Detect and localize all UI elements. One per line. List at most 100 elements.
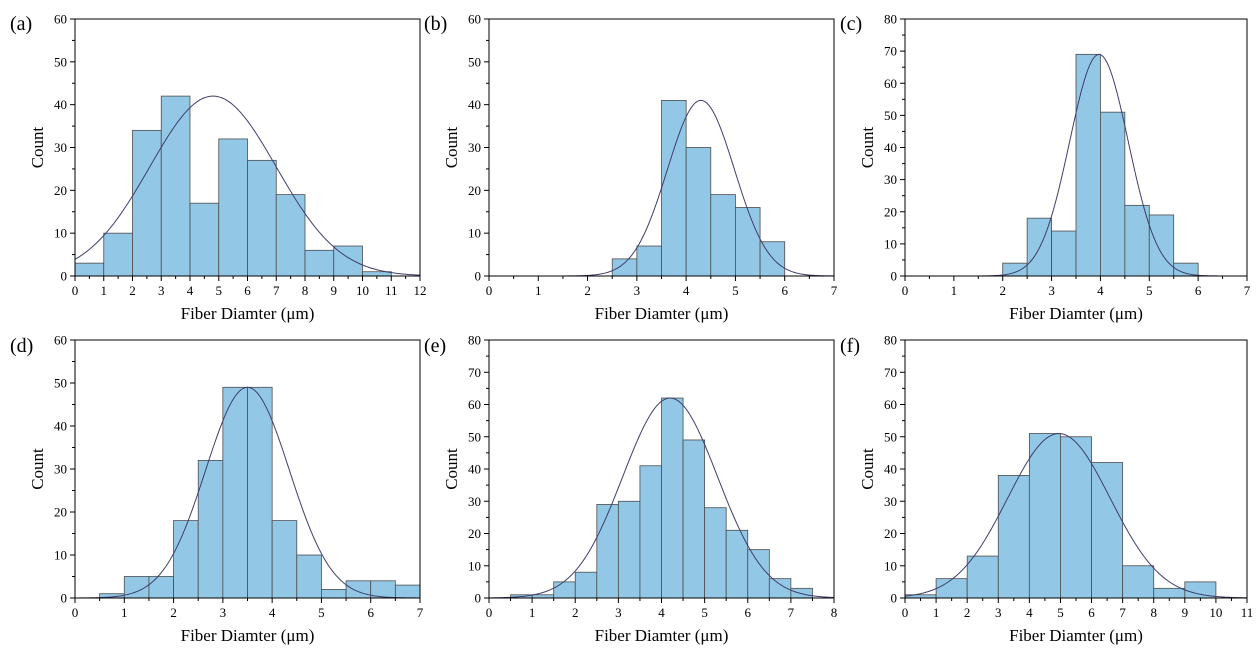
x-tick-label: 10 — [1209, 605, 1222, 620]
x-tick-label: 7 — [273, 283, 280, 298]
x-tick-label: 4 — [269, 605, 276, 620]
x-axis-title: Fiber Diamter (μm) — [1009, 626, 1143, 645]
x-axis-title: Fiber Diamter (μm) — [595, 304, 729, 323]
x-tick-label: 3 — [220, 605, 227, 620]
y-tick-label: 10 — [54, 226, 67, 241]
x-axis-title: Fiber Diamter (μm) — [595, 626, 729, 645]
chart-panel: 0 1 2 3 4 5 6 7 8 9 10 11 0 10 20 30 40 50 60 70 80 Fiber Dia… — [840, 333, 1253, 646]
x-tick-label: 4 — [683, 283, 690, 298]
histogram-bar — [735, 207, 761, 277]
histogram-bar — [617, 500, 641, 599]
y-tick-label: 60 — [884, 397, 897, 412]
y-axis-title: Count — [858, 448, 877, 490]
y-tick-label: 20 — [884, 526, 897, 541]
y-tick-label: 70 — [884, 365, 897, 380]
x-tick-label: 8 — [1150, 605, 1157, 620]
y-tick-label: 80 — [468, 333, 481, 348]
x-tick-label: 2 — [170, 605, 177, 620]
x-tick-label: 9 — [331, 283, 338, 298]
y-tick-label: 40 — [468, 462, 481, 477]
histogram-bar — [222, 386, 248, 599]
y-tick-label: 30 — [468, 140, 481, 155]
x-tick-label: 0 — [72, 605, 79, 620]
y-tick-label: 70 — [468, 365, 481, 380]
x-tick-label: 7 — [417, 605, 424, 620]
x-tick-label: 4 — [1026, 605, 1033, 620]
y-tick-label: 50 — [884, 429, 897, 444]
x-tick-label: 1 — [535, 283, 542, 298]
histogram-bar — [304, 249, 335, 277]
y-tick-label: 10 — [468, 226, 481, 241]
histogram-bar — [636, 245, 662, 277]
x-tick-label: 0 — [486, 605, 493, 620]
y-tick-label: 0 — [475, 591, 482, 606]
histogram-bar — [935, 578, 968, 599]
x-tick-label: 2 — [572, 605, 579, 620]
histogram-bar — [1124, 204, 1150, 277]
x-tick-label: 2 — [999, 283, 1006, 298]
y-tick-label: 10 — [54, 548, 67, 563]
y-tick-label: 40 — [54, 97, 67, 112]
x-tick-label: 4 — [658, 605, 665, 620]
panel-label: (c) — [840, 13, 862, 35]
histogram-bar — [103, 232, 133, 277]
panel-label: (d) — [10, 335, 33, 357]
x-tick-label: 8 — [831, 605, 838, 620]
y-tick-label: 40 — [884, 140, 897, 155]
histogram-bar — [275, 194, 306, 277]
y-tick-label: 30 — [54, 140, 67, 155]
y-tick-label: 50 — [884, 108, 897, 123]
y-tick-label: 30 — [884, 172, 897, 187]
histogram-bar — [1075, 53, 1101, 277]
x-tick-label: 9 — [1182, 605, 1189, 620]
histogram-bar — [747, 549, 770, 599]
y-tick-label: 0 — [61, 269, 68, 284]
y-tick-label: 80 — [884, 12, 897, 27]
x-tick-label: 12 — [414, 283, 427, 298]
histogram-bar — [160, 95, 191, 277]
histogram-bar — [321, 589, 347, 599]
panel-label: (e) — [424, 335, 446, 357]
x-tick-label: 3 — [615, 605, 622, 620]
y-tick-label: 50 — [468, 429, 481, 444]
x-tick-label: 3 — [1048, 283, 1055, 298]
x-tick-label: 0 — [72, 283, 79, 298]
y-axis-title: Count — [858, 126, 877, 168]
histogram-bar — [247, 386, 273, 599]
histogram-bar — [1060, 436, 1092, 599]
x-tick-label: 5 — [732, 283, 739, 298]
x-tick-label: 1 — [101, 283, 108, 298]
x-tick-label: 11 — [1241, 605, 1254, 620]
fit-curve — [488, 397, 835, 599]
histogram-bar — [1153, 587, 1186, 599]
x-tick-label: 5 — [1057, 605, 1064, 620]
chart-panel: 0 1 2 3 4 5 6 7 0 10 20 30 40 50 60 Fiber Diamter (μm) C… — [10, 333, 424, 646]
y-tick-label: 60 — [468, 12, 481, 27]
x-tick-label: 6 — [1195, 283, 1202, 298]
histogram-bar — [611, 258, 638, 277]
histogram-bar — [247, 159, 277, 277]
x-tick-label: 1 — [951, 283, 958, 298]
x-tick-label: 6 — [244, 283, 251, 298]
histogram-bar — [218, 138, 248, 277]
histogram-bar — [553, 581, 576, 599]
histogram-bar — [790, 587, 813, 599]
x-tick-label: 2 — [964, 605, 971, 620]
y-tick-label: 0 — [891, 591, 898, 606]
x-axis-title: Fiber Diamter (μm) — [1009, 304, 1143, 323]
y-tick-label: 10 — [468, 558, 481, 573]
x-tick-label: 8 — [302, 283, 309, 298]
y-tick-label: 40 — [884, 462, 897, 477]
histogram-bar — [394, 584, 421, 599]
y-axis-title: Count — [28, 448, 47, 490]
x-tick-label: 3 — [158, 283, 165, 298]
y-tick-label: 50 — [54, 376, 67, 391]
y-tick-label: 60 — [884, 76, 897, 91]
y-tick-label: 60 — [54, 12, 67, 27]
x-tick-label: 1 — [529, 605, 536, 620]
histogram-bar — [704, 507, 727, 599]
